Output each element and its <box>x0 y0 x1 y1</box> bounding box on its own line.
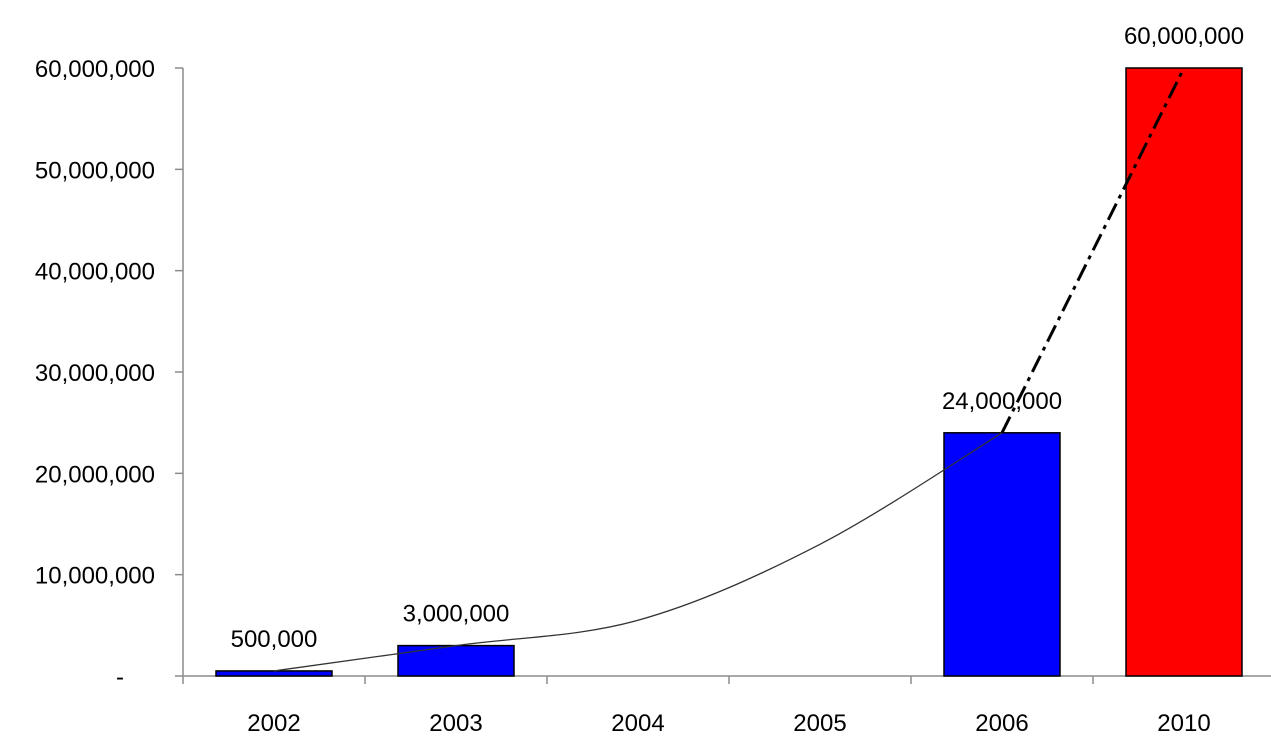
trend-line-solid <box>273 432 1003 672</box>
x-tick-label: 2006 <box>975 710 1028 737</box>
data-labels: 500,000 3,000,000 24,000,000 60,000,000 <box>231 23 1244 653</box>
y-tick-label: 50,000,000 <box>35 157 155 184</box>
data-label-2003: 3,000,000 <box>403 601 510 628</box>
data-label-2002: 500,000 <box>231 626 318 653</box>
y-tick-label: - <box>116 664 124 691</box>
bars <box>215 67 1243 677</box>
bar-2006 <box>943 432 1061 677</box>
x-tick-label: 2002 <box>247 710 300 737</box>
data-label-2010: 60,000,000 <box>1124 23 1244 50</box>
x-tick-label: 2004 <box>611 710 664 737</box>
y-tick-label: 20,000,000 <box>35 461 155 488</box>
trend-line <box>273 67 1186 672</box>
y-tick-label: 30,000,000 <box>35 360 155 387</box>
x-tick-label: 2003 <box>429 710 482 737</box>
axes: - 10,000,000 20,000,000 30,000,000 40,000,00… <box>35 56 1271 737</box>
bar-2002 <box>215 670 333 677</box>
y-tick-label: 10,000,000 <box>35 563 155 590</box>
bar-2010 <box>1125 67 1243 677</box>
x-tick-label: 2005 <box>793 710 846 737</box>
data-label-2006: 24,000,000 <box>942 388 1062 415</box>
y-tick-label: 40,000,000 <box>35 259 155 286</box>
x-tick-label: 2010 <box>1157 710 1210 737</box>
bar-2003 <box>397 644 515 677</box>
y-tick-label: 60,000,000 <box>35 56 155 83</box>
